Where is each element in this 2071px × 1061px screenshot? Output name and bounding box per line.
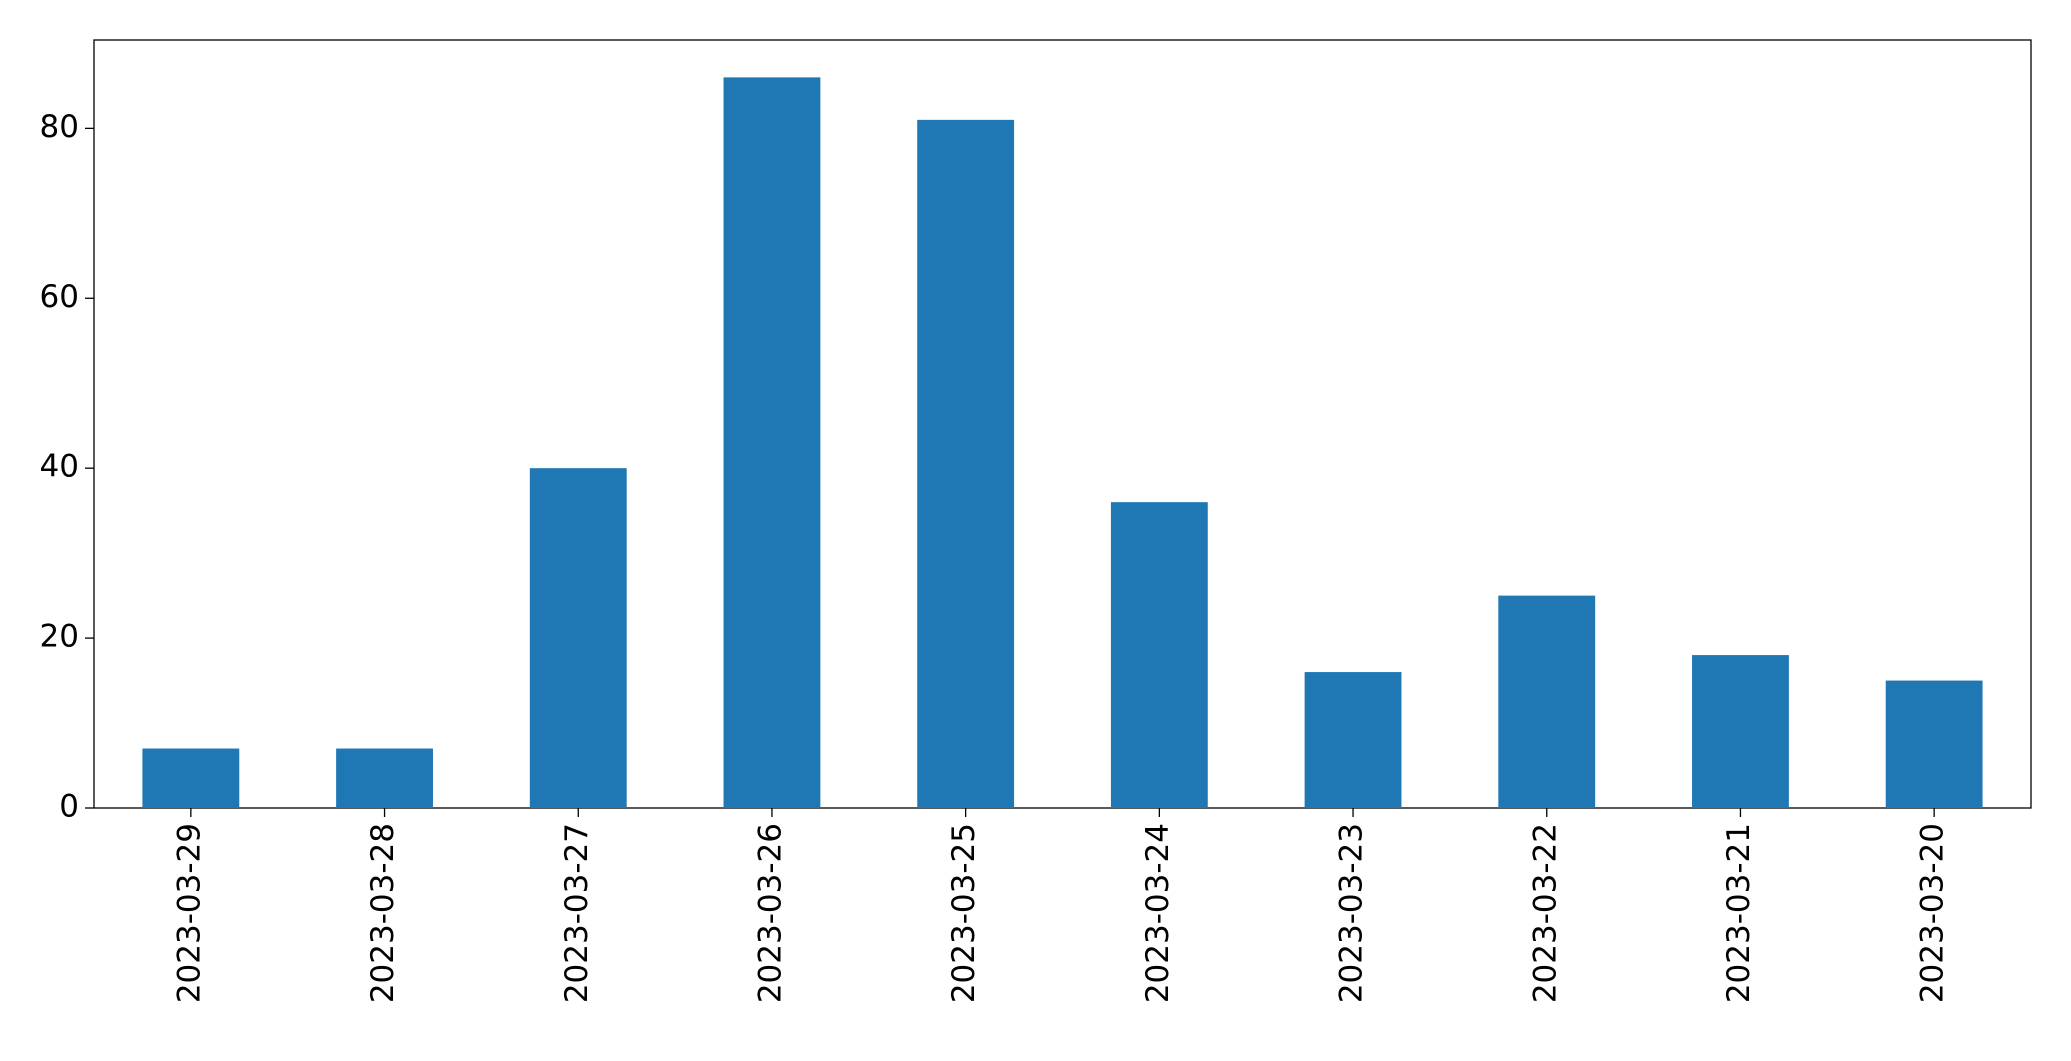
- bar: [1692, 655, 1789, 808]
- x-tick-label: 2023-03-29: [171, 823, 207, 1003]
- y-tick-label: 60: [40, 279, 79, 315]
- bar: [917, 119, 1015, 809]
- x-tick-label: 2023-03-21: [1721, 823, 1757, 1003]
- x-tick-label: 2023-03-23: [1334, 823, 1370, 1003]
- y-tick-label: 80: [40, 109, 79, 145]
- bar: [723, 77, 821, 808]
- y-tick-label: 20: [40, 619, 79, 655]
- bar: [1498, 595, 1596, 808]
- x-tick-label: 2023-03-26: [752, 823, 788, 1003]
- bar: [336, 748, 433, 808]
- bar: [1110, 502, 1208, 808]
- axes-frame: [93, 39, 2032, 809]
- bar: [1885, 680, 1983, 808]
- y-tick-label: 0: [59, 789, 79, 825]
- x-tick-label: 2023-03-20: [1915, 823, 1951, 1003]
- x-tick-label: 2023-03-27: [559, 823, 595, 1003]
- x-tick-label: 2023-03-28: [365, 823, 401, 1003]
- x-tick-label: 2023-03-25: [946, 823, 982, 1003]
- x-tick-label: 2023-03-24: [1140, 823, 1176, 1003]
- bar: [1304, 672, 1402, 808]
- x-tick-label: 2023-03-22: [1527, 823, 1563, 1003]
- y-tick-label: 40: [40, 449, 79, 485]
- bar: [529, 468, 627, 808]
- bar: [142, 748, 240, 808]
